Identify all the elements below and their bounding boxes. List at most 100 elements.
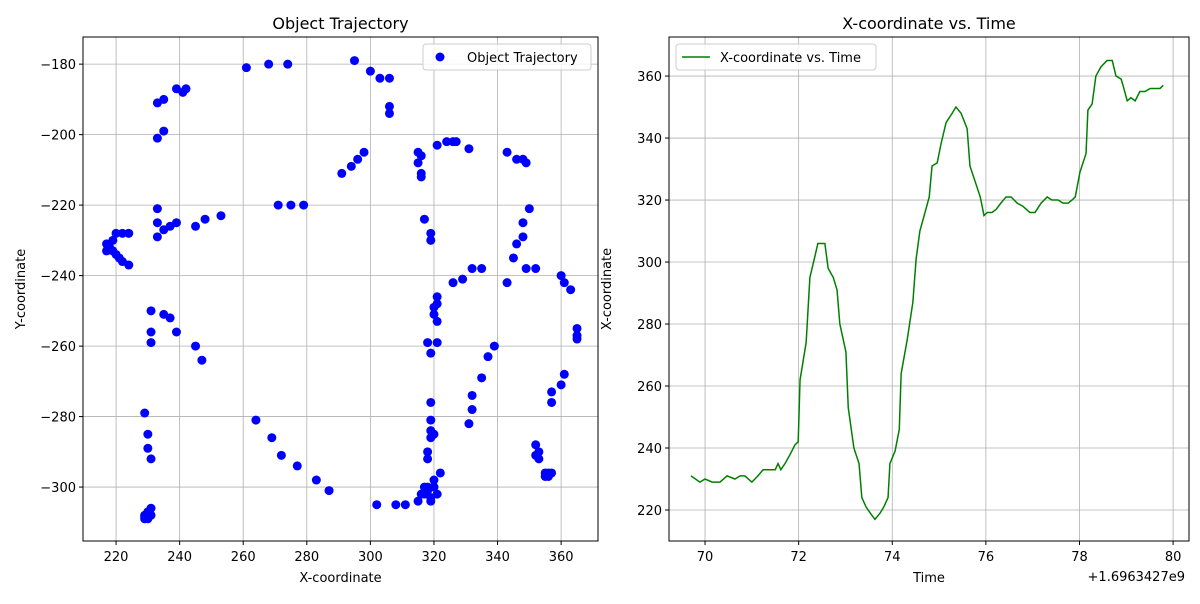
point	[143, 429, 153, 439]
point	[432, 140, 442, 150]
y-tick-label: 280	[637, 318, 662, 333]
point	[531, 440, 541, 450]
point	[572, 334, 582, 344]
x-tick-label: 260	[231, 550, 256, 565]
point	[146, 306, 156, 316]
y-tick-label: 220	[637, 504, 662, 519]
point	[442, 137, 452, 147]
legend-box	[422, 43, 592, 71]
point	[337, 168, 347, 178]
x-tick-label: 340	[485, 550, 510, 565]
point	[524, 204, 534, 214]
point	[114, 253, 124, 263]
point	[432, 292, 442, 302]
point	[451, 137, 461, 147]
point	[448, 278, 458, 288]
x-tick-label: 240	[167, 550, 192, 565]
point	[108, 235, 118, 245]
x-tick-label: 80	[1165, 550, 1182, 565]
point	[429, 482, 439, 492]
point	[419, 214, 429, 224]
chart-title: X-coordinate vs. Time	[842, 14, 1016, 33]
point	[426, 348, 436, 358]
point	[375, 73, 385, 83]
point	[413, 496, 423, 506]
point	[140, 512, 150, 522]
point	[311, 475, 321, 485]
point	[146, 454, 156, 464]
point	[559, 278, 569, 288]
point	[432, 338, 442, 348]
point	[518, 218, 528, 228]
point	[124, 228, 134, 238]
point	[426, 415, 436, 425]
point	[423, 482, 433, 492]
y-tick-label: 240	[637, 442, 662, 457]
point	[477, 373, 487, 383]
point	[299, 200, 309, 210]
point	[111, 228, 121, 238]
point	[353, 154, 363, 164]
point	[534, 454, 544, 464]
point	[489, 341, 499, 351]
point	[512, 239, 522, 249]
x-tick-label: 70	[697, 550, 714, 565]
point	[146, 327, 156, 337]
y-tick-label: −300	[40, 481, 76, 496]
point	[531, 264, 541, 274]
point	[502, 147, 512, 157]
x-axis-label: X-coordinate	[299, 571, 381, 586]
legend-label: X-coordinate vs. Time	[720, 51, 861, 66]
point	[467, 405, 477, 415]
plot-frame	[668, 36, 1190, 542]
x-axis-label: Time	[912, 571, 945, 586]
chart-title: Object Trajectory	[272, 14, 408, 33]
point	[171, 218, 181, 228]
point	[365, 66, 375, 76]
point	[372, 500, 382, 510]
y-tick-label: −260	[40, 340, 76, 355]
point	[191, 221, 201, 231]
point	[483, 352, 493, 362]
point	[251, 415, 261, 425]
point	[423, 338, 433, 348]
point	[464, 419, 474, 429]
y-tick-label: −200	[40, 129, 76, 144]
point	[324, 486, 334, 496]
point	[416, 172, 426, 182]
x-offset-text: +1.6963427e9	[1088, 570, 1185, 585]
point	[423, 454, 433, 464]
point	[349, 56, 359, 66]
point	[426, 496, 436, 506]
point	[400, 500, 410, 510]
point	[547, 387, 557, 397]
point	[502, 278, 512, 288]
point	[264, 59, 274, 69]
y-tick-label: 360	[637, 70, 662, 85]
point	[159, 94, 169, 104]
point	[359, 147, 369, 157]
point	[556, 380, 566, 390]
point	[216, 211, 226, 221]
point	[432, 316, 442, 326]
y-tick-label: 320	[637, 194, 662, 209]
point	[521, 264, 531, 274]
point	[429, 475, 439, 485]
y-axis-label: Y-coordinate	[14, 249, 29, 330]
point	[426, 235, 436, 245]
point	[547, 397, 557, 407]
y-tick-label: −180	[40, 58, 76, 73]
point	[384, 101, 394, 111]
x-tick-label: 300	[358, 550, 383, 565]
point	[391, 500, 401, 510]
point	[152, 133, 162, 143]
point	[435, 468, 445, 478]
point	[416, 489, 426, 499]
point	[512, 154, 522, 164]
x-tick-label: 320	[422, 550, 447, 565]
point	[458, 274, 468, 284]
point	[566, 285, 576, 295]
point	[143, 443, 153, 453]
point	[464, 144, 474, 154]
point	[191, 341, 201, 351]
